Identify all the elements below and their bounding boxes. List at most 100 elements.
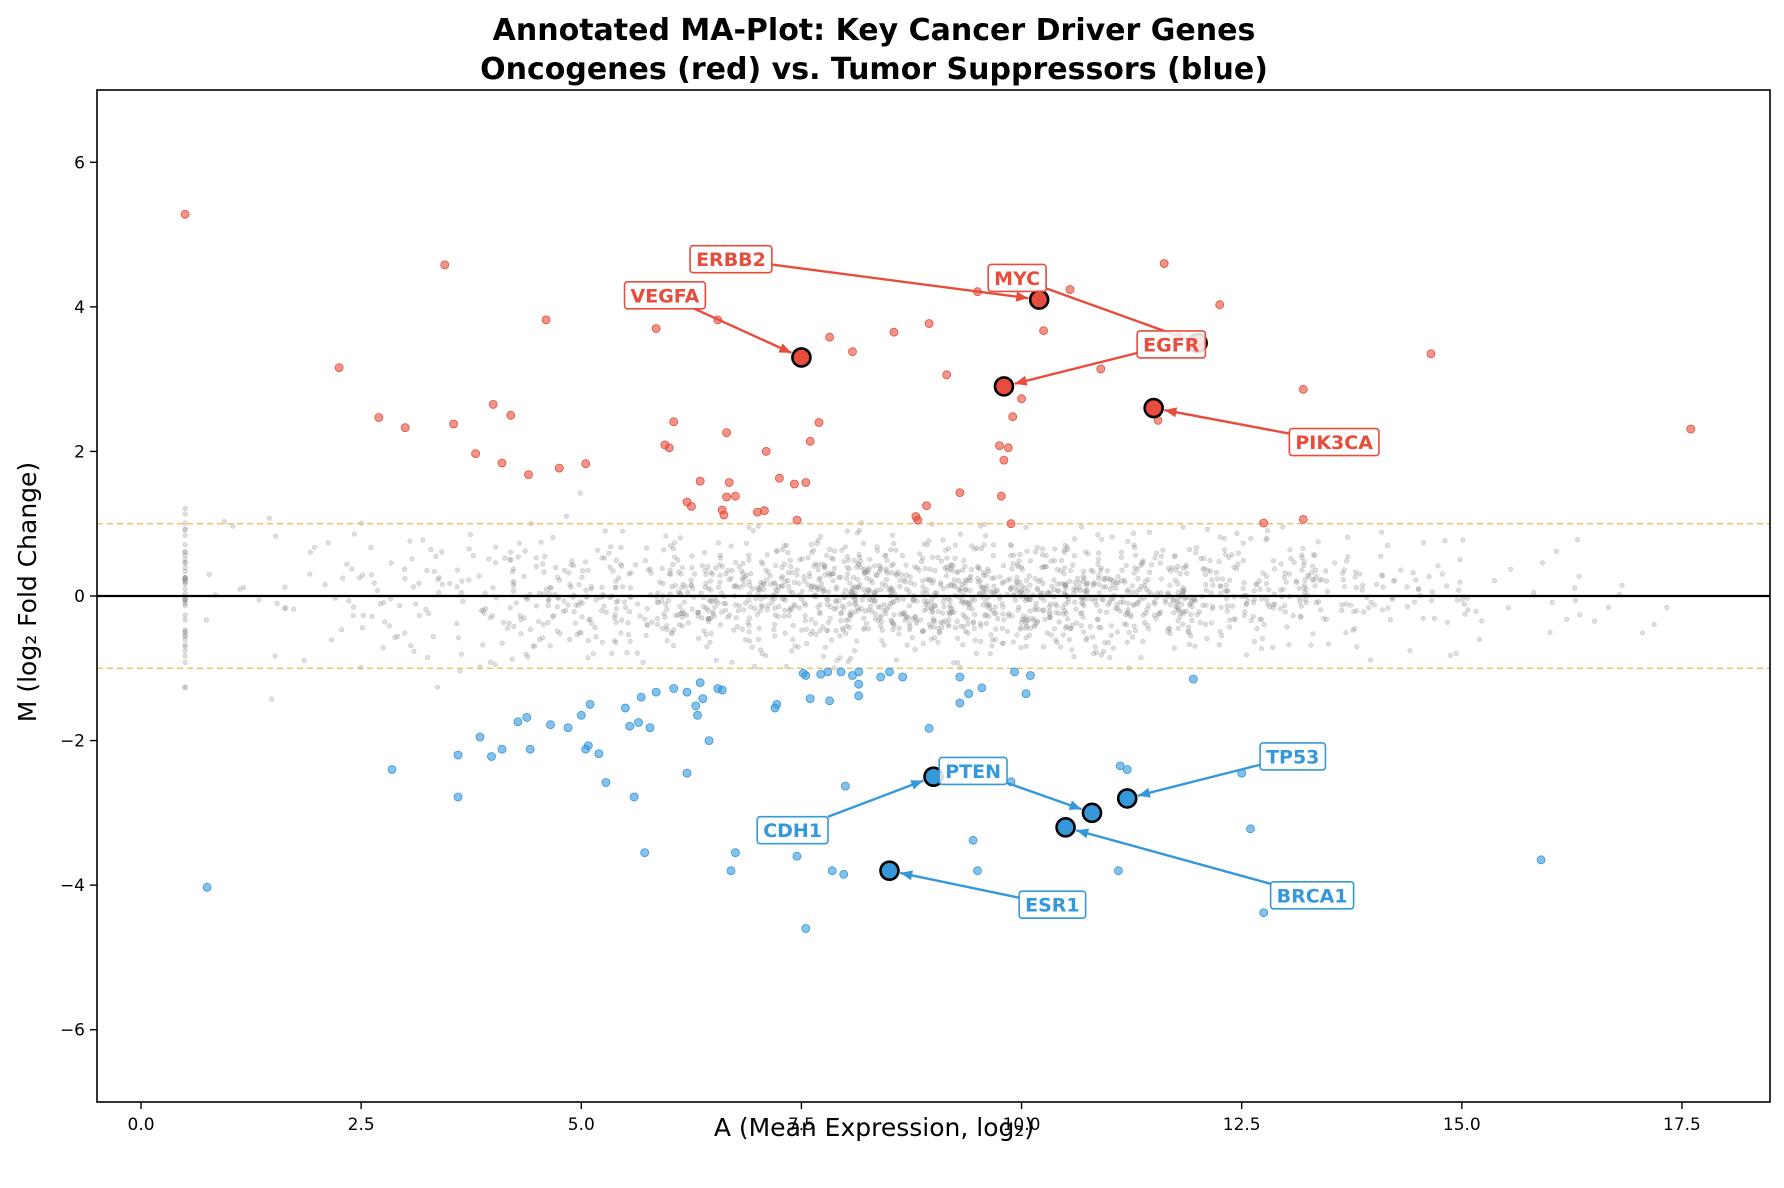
ns-gene-point — [746, 579, 752, 585]
ns-gene-point — [1191, 596, 1197, 602]
ns-gene-point — [593, 597, 599, 603]
ns-gene-point — [434, 684, 441, 690]
ns-gene-point — [602, 528, 608, 534]
ns-gene-point — [567, 581, 573, 588]
upregulated-gene-point — [497, 458, 507, 468]
chart-subtitle: Oncogenes (red) vs. Tumor Suppressors (b… — [480, 52, 1268, 87]
ns-gene-point — [1078, 524, 1085, 530]
ns-gene-point — [851, 601, 858, 607]
ns-gene-point — [920, 628, 926, 634]
ns-gene-point — [553, 564, 559, 571]
ns-gene-point — [1026, 596, 1033, 602]
ns-gene-point — [1005, 577, 1011, 583]
downregulated-gene-point — [805, 694, 815, 703]
ns-gene-point — [1266, 604, 1273, 610]
ns-gene-point — [593, 634, 599, 640]
ns-gene-point — [740, 577, 746, 583]
ns-gene-point — [926, 621, 933, 628]
ns-gene-point — [1113, 585, 1119, 591]
ns-gene-point — [1171, 609, 1177, 616]
downregulated-gene-point — [583, 741, 593, 750]
downregulated-gene-point — [563, 723, 573, 732]
ns-gene-point — [987, 651, 993, 657]
ns-gene-point — [861, 566, 868, 572]
ns-gene-point — [585, 655, 591, 661]
ns-gene-point — [554, 628, 560, 634]
ns-gene-point — [787, 605, 794, 611]
ns-gene-point — [817, 611, 823, 617]
ns-gene-point — [986, 602, 993, 608]
ns-gene-point — [984, 583, 990, 589]
ns-gene-point — [340, 575, 346, 581]
ns-gene-point — [1380, 584, 1386, 590]
downregulated-gene-point — [823, 667, 833, 677]
ns-gene-point — [627, 638, 633, 644]
ns-gene-point — [1055, 588, 1061, 595]
ns-gene-point — [685, 620, 692, 626]
ns-gene-point — [499, 640, 505, 646]
ns-gene-point — [951, 582, 957, 588]
ns-gene-point — [757, 608, 763, 614]
upregulated-gene-point — [554, 463, 564, 473]
ns-gene-point — [579, 600, 585, 606]
ns-gene-point — [877, 604, 883, 610]
ns-gene-point — [678, 610, 684, 617]
ns-gene-point — [1083, 596, 1089, 602]
ns-gene-point — [829, 571, 835, 577]
ns-gene-point — [888, 547, 894, 553]
ns-gene-point — [1165, 565, 1172, 572]
ns-gene-point — [1071, 552, 1077, 559]
ns-gene-point — [853, 597, 859, 603]
ns-gene-point — [1254, 581, 1260, 587]
ns-gene-point — [619, 584, 626, 590]
ns-gene-point — [947, 602, 953, 608]
ns-gene-point — [811, 563, 817, 569]
ns-gene-point — [960, 612, 966, 618]
ns-gene-point — [907, 579, 913, 586]
ns-gene-point — [732, 582, 738, 589]
ns-gene-point — [402, 576, 408, 582]
ns-gene-point — [182, 564, 188, 571]
ns-gene-point — [1301, 589, 1308, 596]
ns-gene-point — [862, 625, 868, 631]
ns-gene-point — [671, 627, 677, 633]
ns-gene-point — [948, 610, 954, 616]
ns-gene-point — [1343, 558, 1349, 564]
ns-gene-point — [613, 599, 619, 605]
ns-gene-point — [634, 601, 641, 607]
ns-gene-point — [1028, 625, 1034, 631]
ns-gene-point — [601, 555, 608, 561]
ns-gene-point — [866, 626, 872, 632]
ns-gene-point — [1024, 548, 1030, 554]
ns-gene-point — [848, 609, 854, 615]
ns-gene-point — [1156, 611, 1162, 617]
ns-gene-point — [670, 642, 677, 649]
upregulated-gene-point — [1686, 424, 1696, 434]
ns-gene-point — [1185, 628, 1191, 634]
ns-gene-point — [1170, 597, 1176, 603]
ns-gene-point — [983, 612, 989, 618]
x-tick-label: 0.0 — [128, 1115, 155, 1135]
gene-label-brca1: BRCA1 — [1277, 885, 1348, 907]
ns-gene-point — [492, 544, 499, 550]
ns-gene-point — [1165, 625, 1171, 632]
ns-gene-point — [1243, 601, 1249, 607]
ns-gene-point — [746, 597, 752, 603]
ns-gene-point — [774, 548, 780, 555]
ns-gene-point — [182, 556, 188, 563]
ns-gene-point — [507, 556, 513, 563]
ns-gene-point — [1005, 612, 1012, 619]
ns-gene-point — [1100, 584, 1106, 590]
downregulated-gene-point — [487, 752, 496, 761]
ns-gene-point — [1138, 655, 1144, 661]
ns-gene-point — [1007, 586, 1014, 593]
ns-gene-point — [585, 567, 591, 573]
upregulated-gene-point — [651, 324, 661, 333]
ns-gene-point — [903, 572, 910, 578]
ns-gene-point — [884, 606, 890, 612]
ns-gene-point — [799, 556, 805, 562]
ns-gene-point — [850, 574, 857, 581]
upregulated-gene-point — [731, 491, 740, 501]
ns-gene-point — [182, 596, 188, 602]
ns-gene-point — [1004, 628, 1011, 634]
